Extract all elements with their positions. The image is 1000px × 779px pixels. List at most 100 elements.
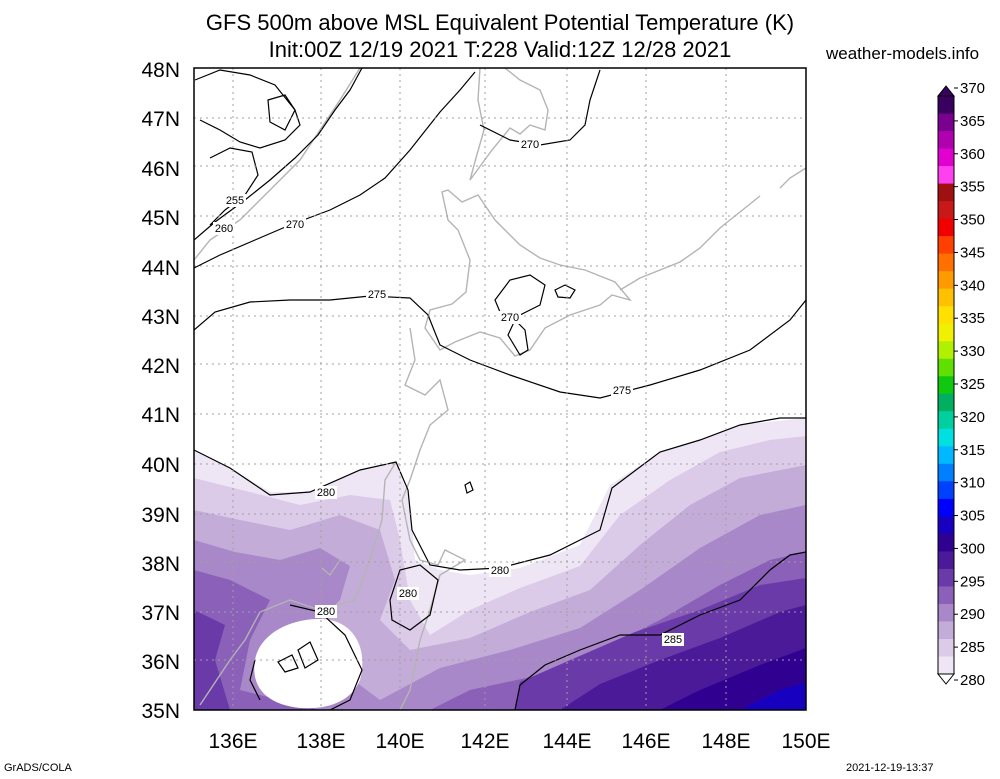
colorbar-swatch xyxy=(938,341,954,360)
contour-275 xyxy=(194,295,806,399)
lat-label: 38N xyxy=(141,553,180,576)
contour-label: 280 xyxy=(399,588,417,600)
colorbar-swatch xyxy=(938,551,954,570)
colorbar-label: 310 xyxy=(960,475,985,492)
colorbar-bottom-cap xyxy=(936,673,956,685)
colorbar-swatch xyxy=(938,621,954,640)
colorbar-swatch xyxy=(938,306,954,325)
contour-label: 285 xyxy=(664,634,682,646)
lon-label: 144E xyxy=(542,730,591,753)
colorbar-label: 365 xyxy=(960,113,985,130)
coast-honshu-north xyxy=(399,327,467,710)
contour-280-loop-a xyxy=(277,654,299,673)
cold-pocket xyxy=(254,619,363,709)
lat-label: 41N xyxy=(141,404,180,427)
colorbar-label: 370 xyxy=(960,80,985,97)
site-credit: weather-models.info xyxy=(826,44,980,63)
contour-label: 270 xyxy=(521,139,539,151)
colorbar-swatch xyxy=(938,481,954,500)
contour-label: 280 xyxy=(317,487,335,499)
colorbar-swatch xyxy=(938,96,954,115)
shade-band-296 xyxy=(740,682,806,710)
colorbar: 370 365 360 355 350 345 340 335 330 325 320 315 310 3… xyxy=(936,80,985,689)
lon-label: 142E xyxy=(460,730,509,753)
colorbar-label: 315 xyxy=(960,442,985,459)
colorbar-label: 280 xyxy=(960,672,985,689)
contour-260-loop xyxy=(194,69,301,149)
colorbar-swatch xyxy=(938,376,954,395)
colorbar-label: 325 xyxy=(960,376,985,393)
colorbar-swatch xyxy=(938,603,954,622)
lat-label: 37N xyxy=(141,602,180,625)
colorbar-label: 360 xyxy=(960,146,985,163)
lon-label: 150E xyxy=(781,730,830,753)
lon-label: 148E xyxy=(701,730,750,753)
colorbar-swatch xyxy=(938,113,954,132)
shade-band-294 xyxy=(660,648,806,710)
colorbar-label: 285 xyxy=(960,639,985,656)
map-subtitle: Init:00Z 12/19 2021 T:228 Valid:12Z 12/2… xyxy=(268,37,732,62)
contour-270-north xyxy=(479,69,601,146)
lat-label: 44N xyxy=(141,257,180,280)
contour-260-inner xyxy=(267,94,296,131)
colorbar-label: 330 xyxy=(960,343,985,360)
lat-label: 45N xyxy=(141,207,180,230)
contour-285 xyxy=(514,551,806,710)
colorbar-swatch xyxy=(938,638,954,657)
gridlines xyxy=(194,68,806,710)
colorbar-frame xyxy=(937,95,955,675)
colorbar-label: 340 xyxy=(960,277,985,294)
contour-label: 280 xyxy=(491,565,509,577)
contours xyxy=(194,68,806,710)
coast-sakhalin xyxy=(469,68,549,181)
lat-label: 48N xyxy=(141,59,180,82)
footer-software: GrADS/COLA xyxy=(4,762,72,774)
latitude-labels: 48N 47N 46N 45N 44N 43N 42N 41N 40N 39N … xyxy=(141,59,180,723)
coast-hokkaido xyxy=(424,189,632,357)
lat-label: 43N xyxy=(141,306,180,329)
lon-label: 146E xyxy=(621,730,670,753)
contour-270-west xyxy=(194,71,476,269)
contour-label: 255 xyxy=(226,195,244,207)
colorbar-swatch xyxy=(938,463,954,482)
contour-270-lake2 xyxy=(507,318,529,356)
contour-270-lake3 xyxy=(554,284,576,299)
longitude-labels: 136E 138E 140E 142E 144E 146E 148E 150E xyxy=(208,730,830,753)
contour-280 xyxy=(194,417,806,571)
colorbar-label: 300 xyxy=(960,540,985,557)
theta-e-shading xyxy=(194,418,806,710)
colorbar-swatch xyxy=(938,288,954,307)
contour-label: 275 xyxy=(613,385,631,397)
contour-loop-c xyxy=(464,481,474,494)
colorbar-swatch xyxy=(938,218,954,237)
colorbar-swatch xyxy=(938,131,954,150)
lon-label: 138E xyxy=(296,730,345,753)
colorbar-top-cap xyxy=(936,85,956,97)
map-title: GFS 500m above MSL Equivalent Potential … xyxy=(205,10,795,35)
coastlines xyxy=(194,68,806,710)
plot-frame xyxy=(193,67,807,711)
lat-label: 46N xyxy=(141,158,180,181)
colorbar-swatch xyxy=(938,201,954,220)
colorbar-label: 295 xyxy=(960,573,985,590)
lon-label: 136E xyxy=(208,730,257,753)
colorbar-swatch xyxy=(938,446,954,465)
colorbar-swatch xyxy=(938,656,954,675)
lon-label: 140E xyxy=(375,730,424,753)
lat-label: 36N xyxy=(141,651,180,674)
colorbar-swatch xyxy=(938,183,954,202)
coast-honshu-west xyxy=(199,461,397,706)
footer-timestamp: 2021-12-19-13:37 xyxy=(846,762,934,774)
colorbar-swatch xyxy=(938,428,954,447)
colorbar-label: 290 xyxy=(960,606,985,623)
lat-label: 47N xyxy=(141,108,180,131)
colorbar-swatch xyxy=(938,166,954,185)
colorbar-label: 305 xyxy=(960,508,985,525)
contour-label: 270 xyxy=(501,312,519,324)
colorbar-swatch xyxy=(938,411,954,430)
contour-label: 280 xyxy=(317,606,335,618)
lat-label: 39N xyxy=(141,504,180,527)
contour-label-group: 255 260 270 270 270 275 275 280 280 280 … xyxy=(213,138,684,646)
contour-280-loop-b xyxy=(297,641,319,669)
